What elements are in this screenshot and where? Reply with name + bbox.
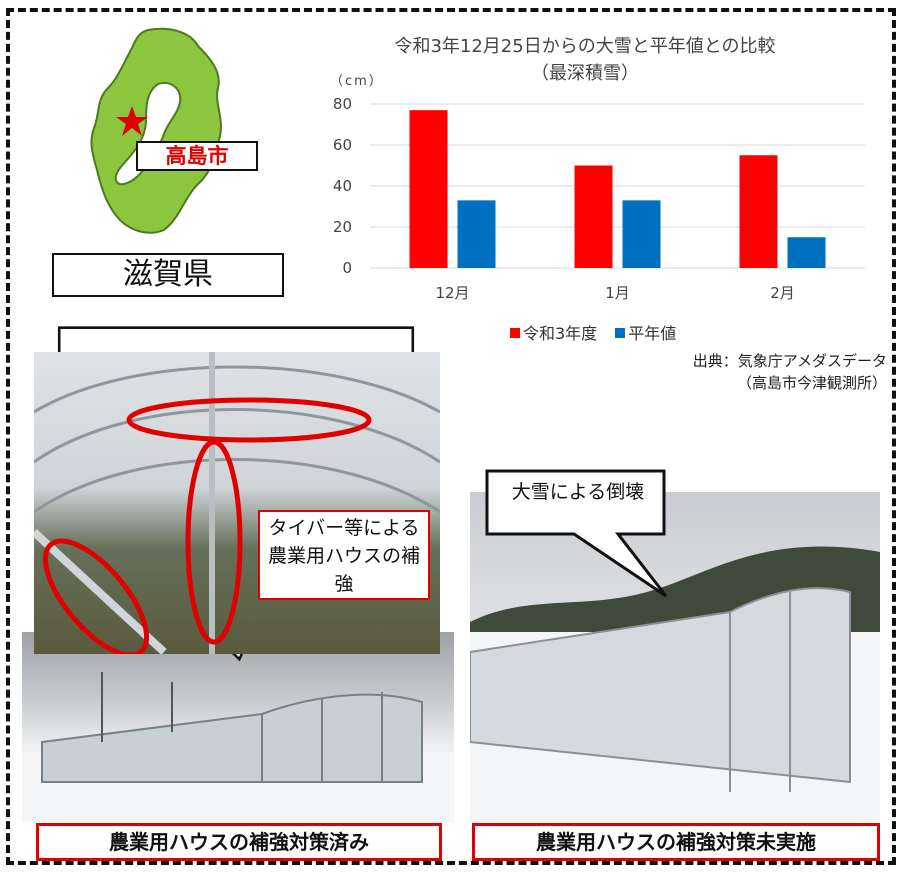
y-tick-label: 20 <box>333 218 352 236</box>
bar-2-0 <box>739 155 778 268</box>
collapse-speech-bubble <box>485 469 668 598</box>
bar-0-0 <box>409 110 448 269</box>
reinforcement-note: タイバー等による農業用ハウスの補強 <box>258 510 430 600</box>
legend-swatch-blue <box>615 328 626 338</box>
chart-title: 令和3年12月25日からの大雪と平年値との比較 <box>394 36 776 57</box>
y-tick-label: 80 <box>333 95 352 113</box>
bar-2-1 <box>787 237 826 268</box>
bar-0-1 <box>457 200 496 268</box>
y-tick-label: 40 <box>333 177 352 195</box>
legend-swatch-red <box>510 328 520 338</box>
shiga-map <box>90 27 222 234</box>
reinforced-greenhouse-photo <box>22 632 454 822</box>
dashed-frame <box>6 8 896 865</box>
source-line-2: （高島市今津観測所） <box>736 374 887 392</box>
bar-1-1 <box>622 200 661 268</box>
source-line-1: 出典：気象庁アメダスデータ <box>692 352 887 370</box>
caption-reinforced: 農業用ハウスの補強対策済み <box>36 823 442 861</box>
collapsed-greenhouse-photo <box>470 492 880 822</box>
x-tick-label: 12月 <box>435 284 469 302</box>
legend-item-reiwa3: 令和3年度 <box>510 320 597 344</box>
collapse-note: 大雪による倒壊 <box>511 481 645 503</box>
legend-item-normal: 平年値 <box>615 320 676 344</box>
prefecture-label: 滋賀県 <box>52 253 284 297</box>
y-axis-unit: （cm） <box>330 74 384 89</box>
x-tick-label: 2月 <box>770 284 795 302</box>
legend-label-reiwa3: 令和3年度 <box>523 324 598 343</box>
chart-subtitle: （最深積雪） <box>531 63 639 84</box>
lake-biwa-shape <box>114 82 182 186</box>
bar-1-0 <box>574 165 613 268</box>
caption-unreinforced: 農業用ハウスの補強対策未実施 <box>472 823 880 861</box>
x-tick-label: 1月 <box>605 284 630 302</box>
data-source: 出典：気象庁アメダスデータ （高島市今津観測所） <box>693 350 887 394</box>
snow-depth-bar-chart: 0 20 40 60 80 12月 1月 2月 <box>333 95 865 302</box>
star-icon <box>116 106 148 136</box>
chart-legend: 令和3年度 平年値 <box>510 320 676 344</box>
legend-label-normal: 平年値 <box>628 324 677 343</box>
city-label: 高島市 <box>136 141 258 171</box>
greenhouse-interior-photo <box>34 352 440 654</box>
y-tick-label: 60 <box>333 136 352 154</box>
y-tick-label: 0 <box>342 259 352 277</box>
